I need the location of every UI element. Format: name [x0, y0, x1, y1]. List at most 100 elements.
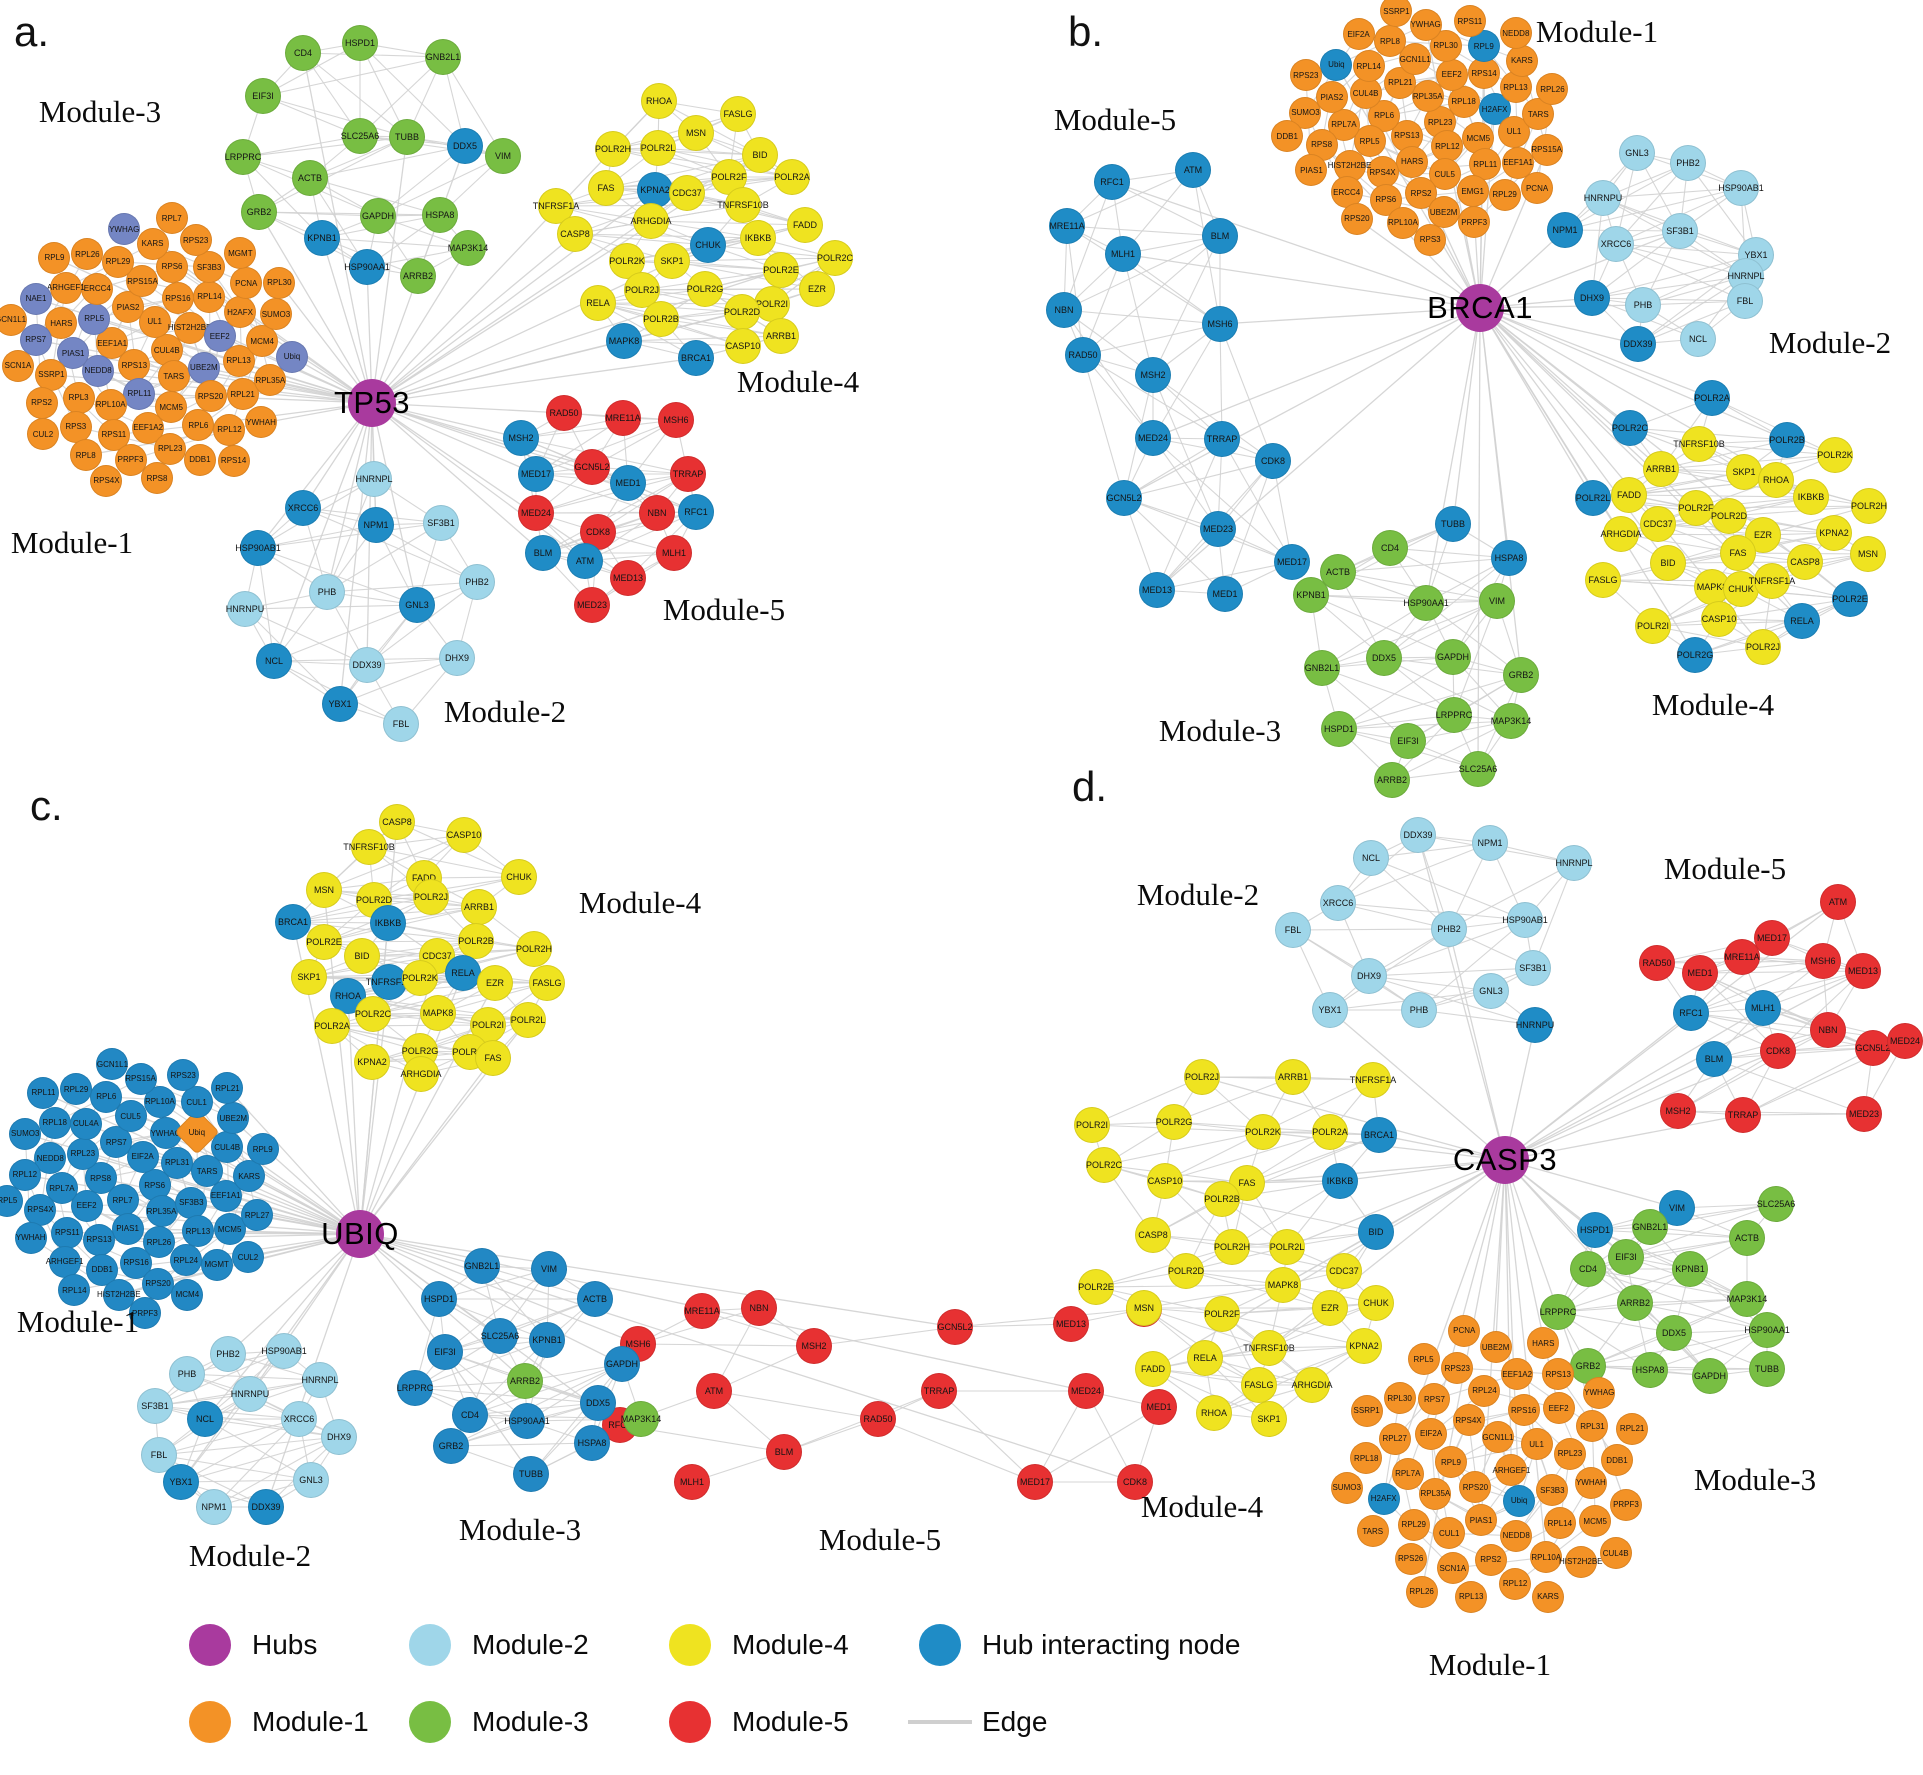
- protein-node[interactable]: POLR2E: [763, 252, 799, 288]
- protein-node[interactable]: RPL6: [90, 1080, 123, 1113]
- protein-node[interactable]: NPM1: [1547, 212, 1583, 248]
- protein-node[interactable]: DDX5: [447, 128, 483, 164]
- protein-node[interactable]: RELA: [580, 285, 616, 321]
- protein-node[interactable]: FASLG: [1241, 1367, 1277, 1403]
- protein-node[interactable]: RPL24: [1468, 1374, 1501, 1407]
- protein-node[interactable]: POLR2K: [402, 960, 438, 996]
- protein-node[interactable]: BLM: [525, 535, 561, 571]
- protein-node[interactable]: CUL2: [231, 1241, 264, 1274]
- protein-node[interactable]: PHB2: [1670, 145, 1706, 181]
- protein-node[interactable]: EZR: [799, 271, 835, 307]
- protein-node[interactable]: POLR2J: [413, 879, 449, 915]
- protein-node[interactable]: MED13: [1053, 1306, 1089, 1342]
- protein-node[interactable]: DHX9: [439, 640, 475, 676]
- protein-node[interactable]: FADD: [1611, 477, 1647, 513]
- protein-node[interactable]: KPNA2: [1816, 515, 1852, 551]
- protein-node[interactable]: GCN1L1: [1481, 1421, 1514, 1454]
- protein-node[interactable]: BLM: [1202, 218, 1238, 254]
- protein-node[interactable]: CHUK: [690, 227, 726, 263]
- protein-node[interactable]: NEDD8: [1499, 17, 1532, 50]
- protein-node[interactable]: ACTB: [1729, 1220, 1765, 1256]
- protein-node[interactable]: RAD50: [1639, 945, 1675, 981]
- protein-node[interactable]: NCL: [1680, 321, 1716, 357]
- protein-node[interactable]: MSH6: [1202, 306, 1238, 342]
- protein-node[interactable]: MAPK8: [606, 323, 642, 359]
- protein-node[interactable]: DDX5: [1656, 1315, 1692, 1351]
- protein-node[interactable]: PRPF3: [1458, 206, 1491, 239]
- protein-node[interactable]: GCN5L2: [574, 449, 610, 485]
- protein-node[interactable]: YWHAG: [1409, 8, 1442, 41]
- protein-node[interactable]: RPL23: [1553, 1437, 1586, 1470]
- protein-node[interactable]: RPL14: [1352, 50, 1385, 83]
- protein-node[interactable]: RELA: [1784, 603, 1820, 639]
- protein-node[interactable]: POLR2G: [1677, 637, 1713, 673]
- protein-node[interactable]: RPL35A: [1419, 1477, 1452, 1510]
- protein-node[interactable]: BID: [742, 137, 778, 173]
- protein-node[interactable]: RPS20: [1340, 202, 1373, 235]
- protein-node[interactable]: DDX39: [1620, 326, 1656, 362]
- protein-node[interactable]: ARRB2: [400, 258, 436, 294]
- protein-node[interactable]: RPS11: [51, 1216, 84, 1249]
- protein-node[interactable]: TNFRSF10B: [1673, 426, 1725, 462]
- protein-node[interactable]: YBX1: [163, 1464, 199, 1500]
- protein-node[interactable]: RPL11: [27, 1076, 60, 1109]
- protein-node[interactable]: RPS8: [141, 462, 174, 495]
- protein-node[interactable]: SLC25A6: [1459, 751, 1497, 787]
- protein-node[interactable]: HNRNPL: [356, 461, 393, 497]
- protein-node[interactable]: POLR2I: [1635, 608, 1671, 644]
- protein-node[interactable]: SLC25A6: [481, 1318, 519, 1354]
- protein-node[interactable]: MED13: [1139, 572, 1175, 608]
- protein-node[interactable]: NEDD8: [1500, 1519, 1533, 1552]
- protein-node[interactable]: DDX5: [580, 1385, 616, 1421]
- protein-node[interactable]: CHUK: [501, 859, 537, 895]
- protein-node[interactable]: HSPA8: [574, 1425, 610, 1461]
- protein-node[interactable]: VIM: [531, 1251, 567, 1287]
- protein-node[interactable]: HSP90AB1: [235, 530, 281, 566]
- protein-node[interactable]: MED23: [574, 587, 610, 623]
- protein-node[interactable]: POLR2D: [1168, 1253, 1204, 1289]
- protein-node[interactable]: RPL14: [193, 280, 226, 313]
- protein-node[interactable]: NPM1: [1472, 825, 1508, 861]
- protein-node[interactable]: FAS: [475, 1040, 511, 1076]
- protein-node[interactable]: RPL10A: [94, 388, 127, 421]
- protein-node[interactable]: IKBKB: [1793, 479, 1829, 515]
- protein-node[interactable]: GCN1L1: [96, 1048, 129, 1081]
- protein-node[interactable]: UBE2M: [217, 1102, 250, 1135]
- protein-node[interactable]: RPS20: [142, 1267, 174, 1300]
- protein-node[interactable]: RFC1: [1094, 164, 1130, 200]
- protein-node[interactable]: RPL31: [161, 1146, 194, 1179]
- protein-node[interactable]: POLR2H: [1851, 488, 1887, 524]
- protein-node[interactable]: BID: [1358, 1214, 1394, 1250]
- protein-node[interactable]: RPL13: [182, 1215, 214, 1248]
- protein-node[interactable]: GNL3: [399, 587, 435, 623]
- protein-node[interactable]: RPL26: [1536, 73, 1569, 106]
- protein-node[interactable]: MED24: [1135, 420, 1171, 456]
- protein-node[interactable]: TARS: [157, 360, 190, 393]
- protein-node[interactable]: ACTB: [577, 1281, 613, 1317]
- protein-node[interactable]: PHB: [309, 574, 345, 610]
- protein-node[interactable]: POLR2A: [774, 159, 810, 195]
- protein-node[interactable]: RPS23: [167, 1059, 200, 1092]
- protein-node[interactable]: ARHGDIA: [1601, 516, 1642, 552]
- protein-node[interactable]: BRCA1: [275, 904, 311, 940]
- protein-node[interactable]: CASP8: [557, 216, 593, 252]
- protein-node[interactable]: MED17: [1754, 920, 1790, 956]
- protein-node[interactable]: SF3B1: [1662, 213, 1698, 249]
- protein-node[interactable]: RHOA: [1758, 462, 1794, 498]
- protein-node[interactable]: RPS23: [1441, 1352, 1474, 1385]
- protein-node[interactable]: PHB2: [1431, 911, 1467, 947]
- protein-node[interactable]: MSH2: [796, 1328, 832, 1364]
- protein-node[interactable]: KPNB1: [529, 1322, 565, 1358]
- protein-node[interactable]: RPL5: [78, 302, 111, 335]
- protein-node[interactable]: ARHGEF1: [47, 271, 85, 304]
- protein-node[interactable]: RPL12: [1431, 130, 1464, 163]
- protein-node[interactable]: KPNA2: [354, 1044, 390, 1080]
- protein-node[interactable]: POLR2D: [1711, 498, 1747, 534]
- protein-node[interactable]: RPL27: [241, 1199, 274, 1232]
- protein-node[interactable]: RPL13: [1455, 1580, 1488, 1613]
- protein-node[interactable]: POLR2H: [595, 131, 631, 167]
- protein-node[interactable]: MED23: [1846, 1096, 1882, 1132]
- protein-node[interactable]: RPS16: [1507, 1394, 1540, 1427]
- protein-node[interactable]: GAPDH: [1435, 639, 1471, 675]
- protein-node[interactable]: RPL5: [1407, 1343, 1440, 1376]
